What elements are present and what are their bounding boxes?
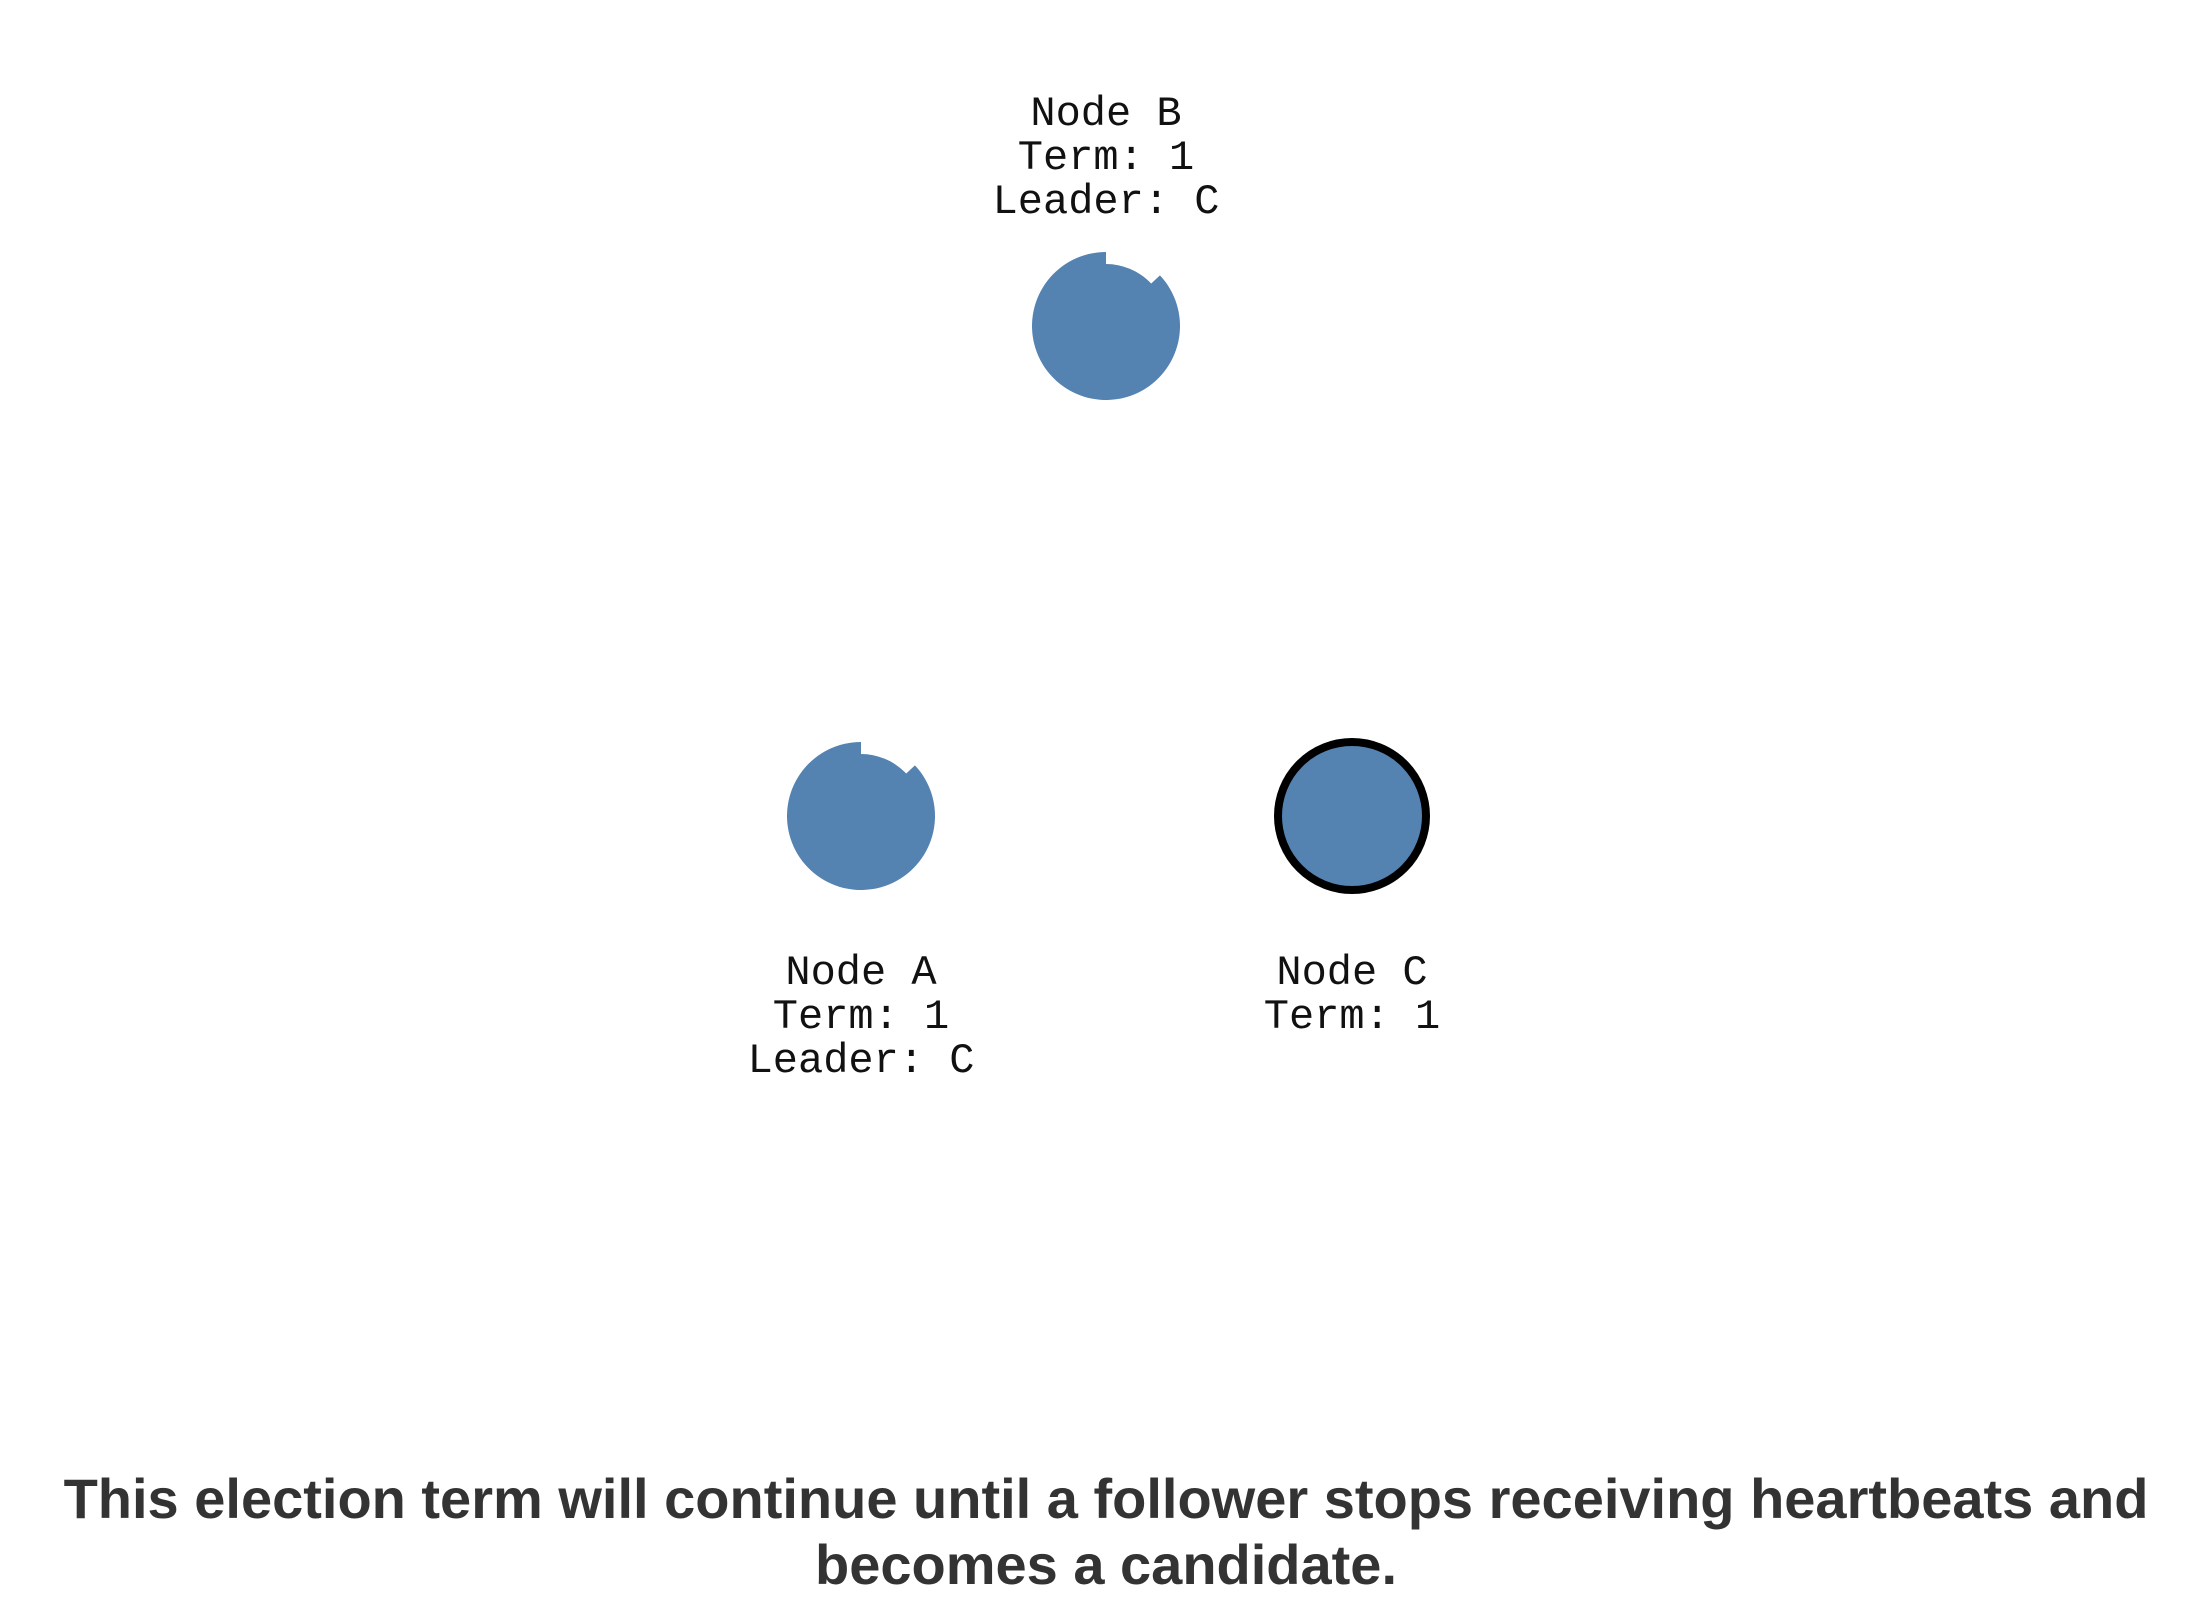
node-a-body <box>799 754 923 878</box>
node-c-label: Node C Term: 1 <box>1152 951 1552 1039</box>
node-a-leader: Leader: C <box>747 1037 975 1085</box>
node-c[interactable] <box>1274 738 1430 894</box>
node-b-body <box>1044 264 1168 388</box>
node-a-term: Term: 1 <box>772 993 950 1041</box>
node-c-term: Term: 1 <box>1263 993 1441 1041</box>
node-b-name: Node B <box>1030 90 1182 138</box>
node-b-term: Term: 1 <box>1017 134 1195 182</box>
node-a-label: Node A Term: 1 Leader: C <box>661 951 1061 1083</box>
node-a[interactable] <box>787 742 936 890</box>
caption-text: This election term will continue until a… <box>63 1467 2149 1596</box>
node-b-label: Node B Term: 1 Leader: C <box>906 92 1306 224</box>
node-c-name: Node C <box>1276 949 1428 997</box>
node-b-leader: Leader: C <box>992 178 1220 226</box>
node-a-name: Node A <box>785 949 937 997</box>
node-c-leader-ring <box>1274 738 1430 894</box>
node-c-body <box>1278 742 1426 890</box>
node-b[interactable] <box>1032 252 1181 401</box>
